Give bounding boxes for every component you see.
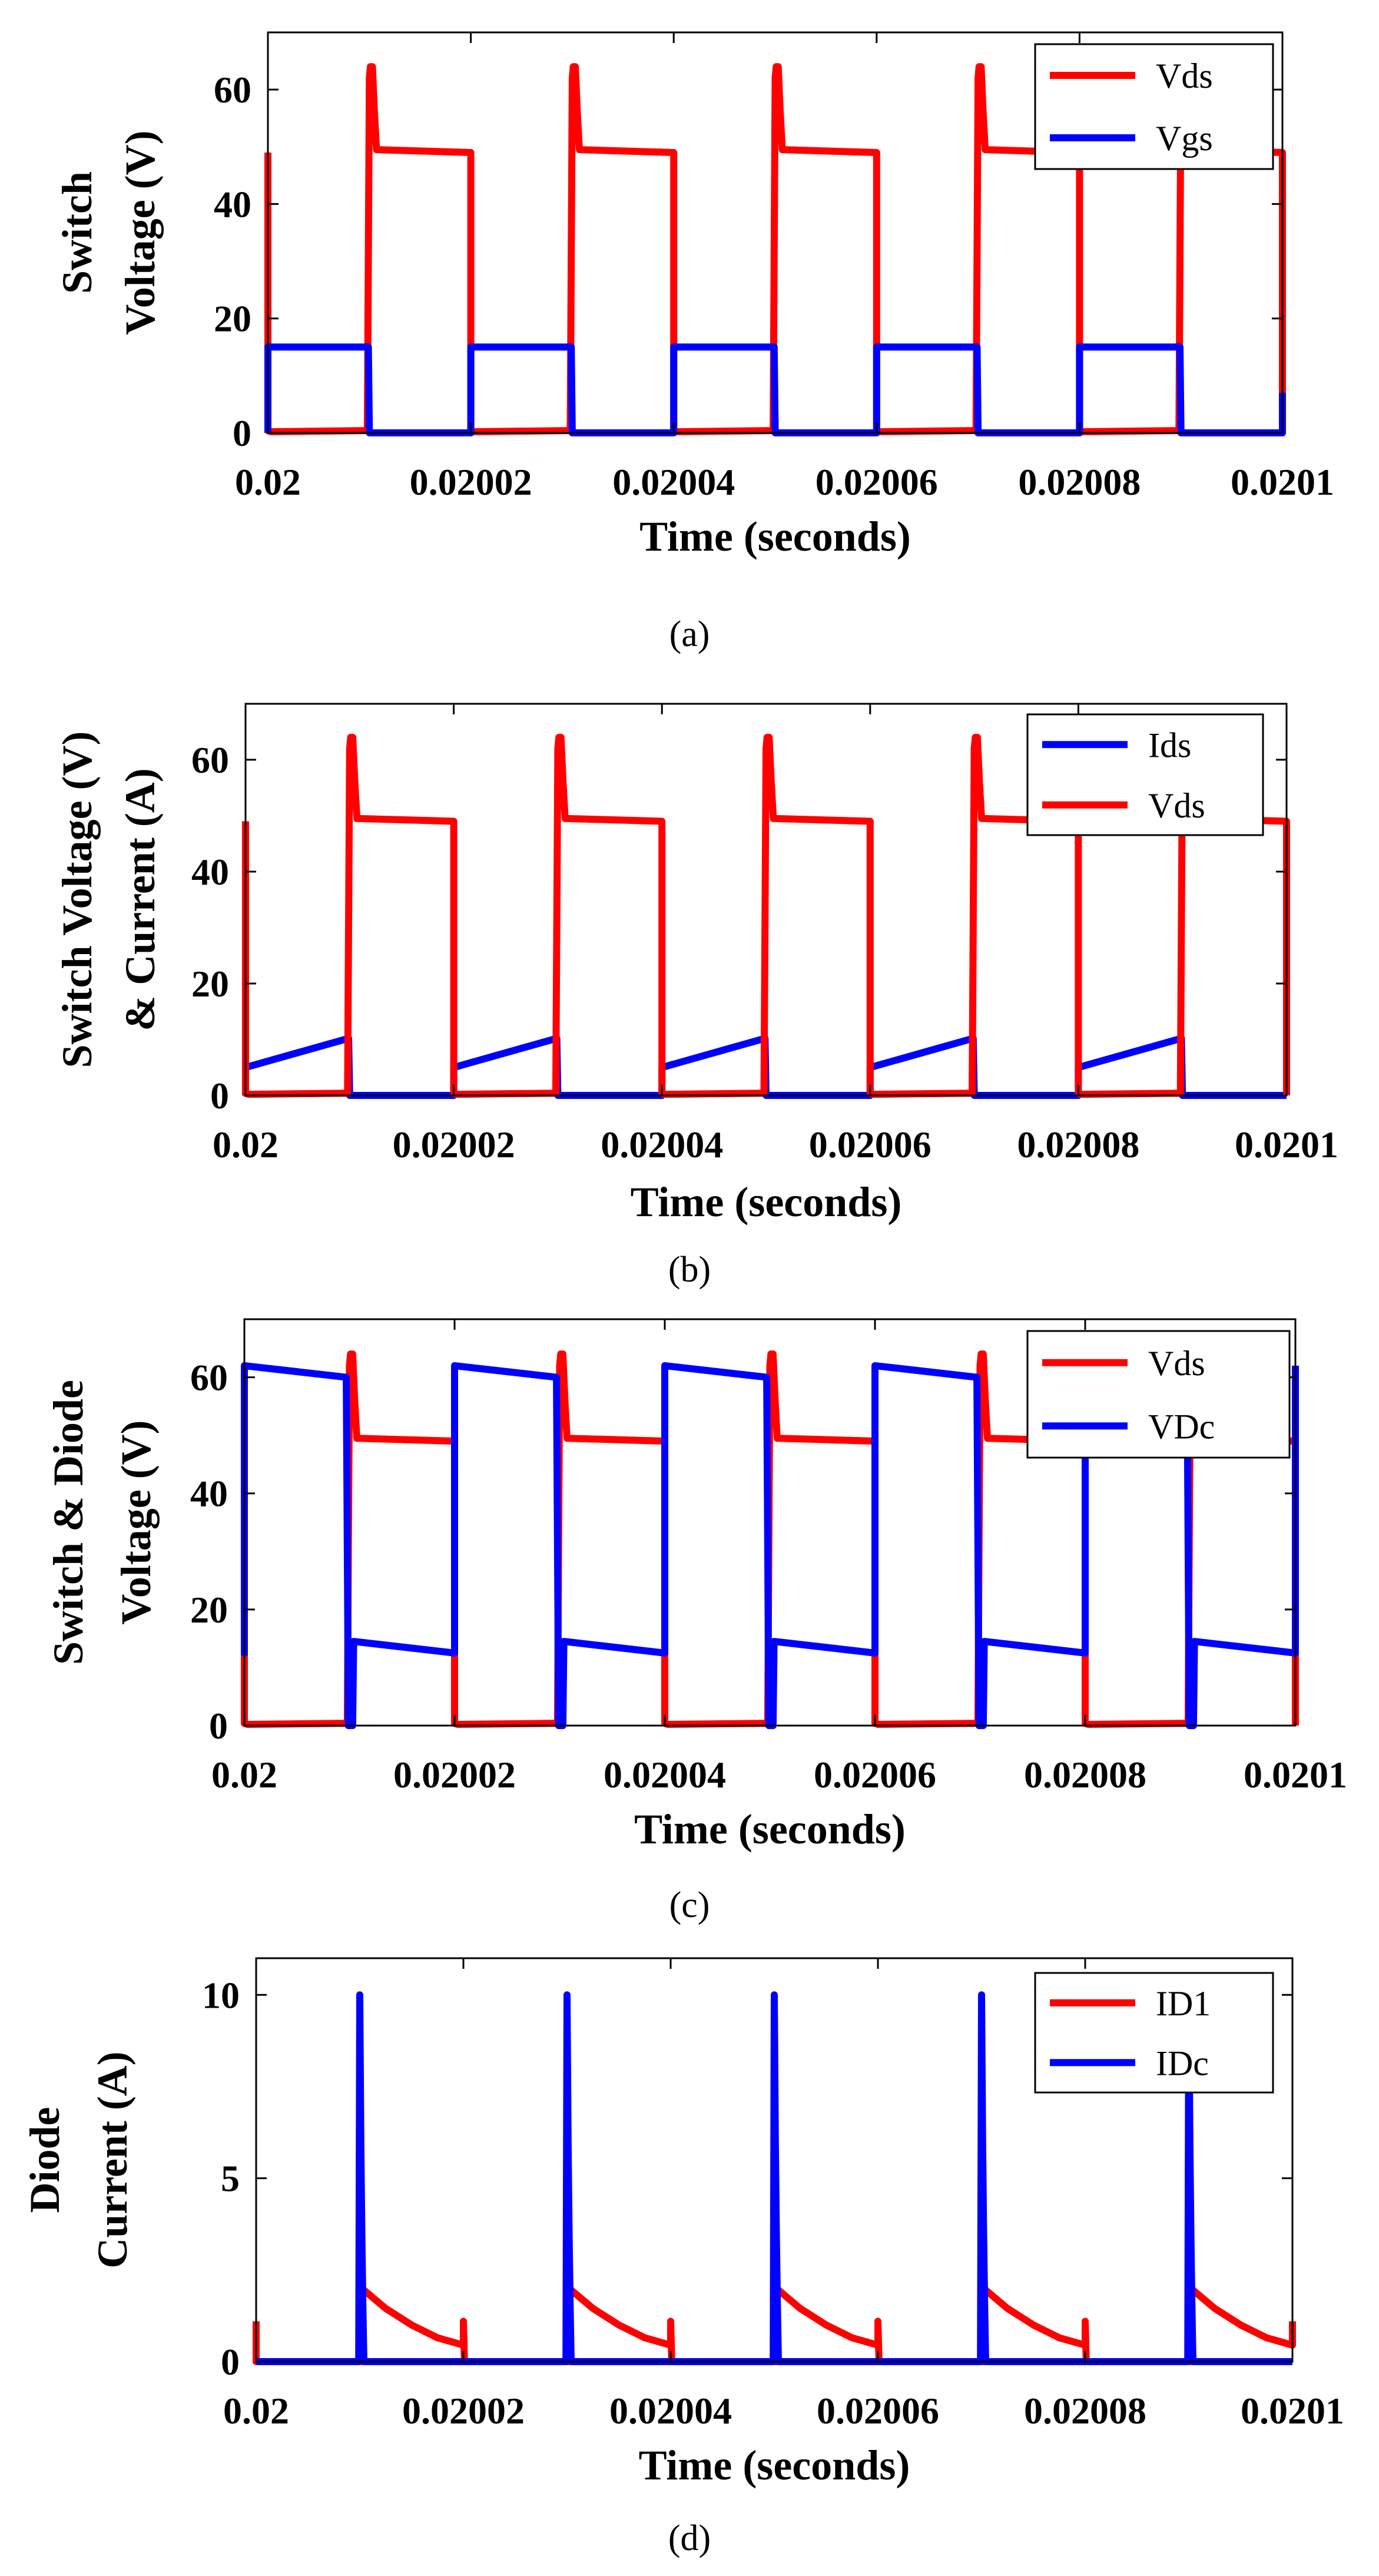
y-tick-label: 40: [190, 1473, 228, 1515]
x-axis-label: Time (seconds): [639, 513, 911, 560]
legend-box: [1034, 43, 1274, 170]
x-axis-label: Time (seconds): [639, 2442, 910, 2489]
legend-box: [1034, 1972, 1274, 2094]
y-tick-label: 10: [202, 1974, 240, 2016]
legend-label-vds: Vds: [1156, 57, 1213, 95]
panel-label: (a): [669, 614, 710, 654]
y-axis-label-line: Voltage (V): [112, 1420, 160, 1624]
x-tick-label: 0.02004: [612, 461, 735, 503]
x-tick-label: 0.02002: [393, 1124, 515, 1166]
chart-panel-b: 0.02 0.02002 0.02004 0.02006 0.02008 0.0201 0 2…: [54, 703, 1338, 1290]
y-axis-label-line: & Current (A): [117, 768, 164, 1031]
y-axis-label-line: Diode: [21, 2107, 68, 2213]
y-axis-label-line: Switch Voltage (V): [54, 731, 101, 1068]
x-tick-label: 0.02: [223, 2390, 289, 2432]
series-line-vds: [242, 734, 1290, 1098]
legend-label-vdc: VDc: [1148, 1407, 1215, 1446]
chart-panel-a: 0.02 0.02002 0.02004 0.02006 0.02008 0.0201 0 2…: [54, 31, 1334, 654]
series-line-idc: [256, 1991, 1292, 2365]
x-tick-label: 0.0201: [1241, 2390, 1344, 2432]
legend-label-id1: ID1: [1156, 1984, 1211, 2023]
x-tick-label: 0.02006: [809, 1124, 932, 1166]
y-axis-label-line: Current (A): [89, 2051, 136, 2269]
series-line-vgs: [264, 343, 1286, 436]
x-tick-label: 0.02004: [601, 1124, 723, 1166]
x-tick-label: 0.02006: [816, 461, 938, 503]
legend-box: [1026, 1330, 1291, 1459]
y-tick-label: 60: [190, 1357, 228, 1399]
panel-label: (b): [668, 1250, 711, 1290]
x-axis-label: Time (seconds): [634, 1806, 906, 1853]
x-tick-label: 0.02004: [604, 1754, 726, 1796]
x-tick-label: 0.02: [235, 461, 301, 503]
x-tick-label: 0.02: [213, 1124, 279, 1166]
legend-label-ids: Ids: [1148, 726, 1191, 764]
plot-frame: [244, 703, 1288, 1097]
x-tick-label: 0.02002: [410, 461, 532, 503]
y-tick-label: 40: [214, 183, 251, 225]
y-tick-label: 0: [209, 1705, 228, 1747]
plot-frame: [243, 1318, 1297, 1727]
legend-label-vds: Vds: [1148, 786, 1205, 825]
y-axis-label-line: Switch & Diode: [45, 1380, 92, 1665]
chart-panel-d: 0.02 0.02002 0.02004 0.02006 0.02008 0.0201 0 5…: [21, 1957, 1344, 2558]
panel-label: (c): [669, 1885, 710, 1925]
y-tick-label: 0: [221, 2341, 240, 2383]
series-line-vds: [241, 1350, 1299, 1728]
x-tick-label: 0.0201: [1235, 1124, 1338, 1166]
y-tick-label: 5: [221, 2158, 240, 2200]
x-tick-label: 0.02008: [1018, 461, 1141, 503]
x-tick-label: 0.02006: [817, 2390, 939, 2432]
y-tick-label: 0: [233, 412, 251, 454]
x-tick-label: 0.02006: [814, 1754, 936, 1796]
y-tick-label: 40: [191, 851, 229, 893]
x-tick-label: 0.02008: [1017, 1124, 1139, 1166]
x-tick-label: 0.02008: [1024, 1754, 1146, 1796]
x-tick-label: 0.0201: [1231, 461, 1334, 503]
x-tick-label: 0.02002: [402, 2390, 525, 2432]
plot-frame: [255, 1957, 1294, 2363]
y-tick-label: 60: [191, 739, 229, 781]
y-tick-label: 20: [191, 963, 229, 1005]
legend-box: [1026, 713, 1264, 836]
x-tick-label: 0.02008: [1024, 2390, 1146, 2432]
y-axis-label-line: Voltage (V): [117, 130, 164, 335]
x-axis-label: Time (seconds): [631, 1178, 902, 1226]
plot-frame: [267, 31, 1284, 434]
y-tick-label: 20: [214, 298, 251, 340]
y-tick-label: 0: [210, 1075, 229, 1117]
x-tick-label: 0.02: [211, 1754, 277, 1796]
x-tick-label: 0.02004: [609, 2390, 732, 2432]
legend-label-vds: Vds: [1148, 1344, 1205, 1383]
x-tick-label: 0.02002: [393, 1754, 516, 1796]
legend-label-idc: IDc: [1156, 2044, 1209, 2082]
chart-panel-c: 0.02 0.02002 0.02004 0.02006 0.02008 0.0201 0 2…: [45, 1318, 1347, 1925]
y-axis-label-line: Switch: [54, 171, 101, 294]
x-tick-label: 0.0201: [1244, 1754, 1347, 1796]
y-tick-label: 20: [190, 1589, 228, 1631]
panel-label: (d): [668, 2518, 711, 2558]
legend-label-vgs: Vgs: [1156, 119, 1213, 158]
y-tick-label: 60: [214, 69, 251, 111]
